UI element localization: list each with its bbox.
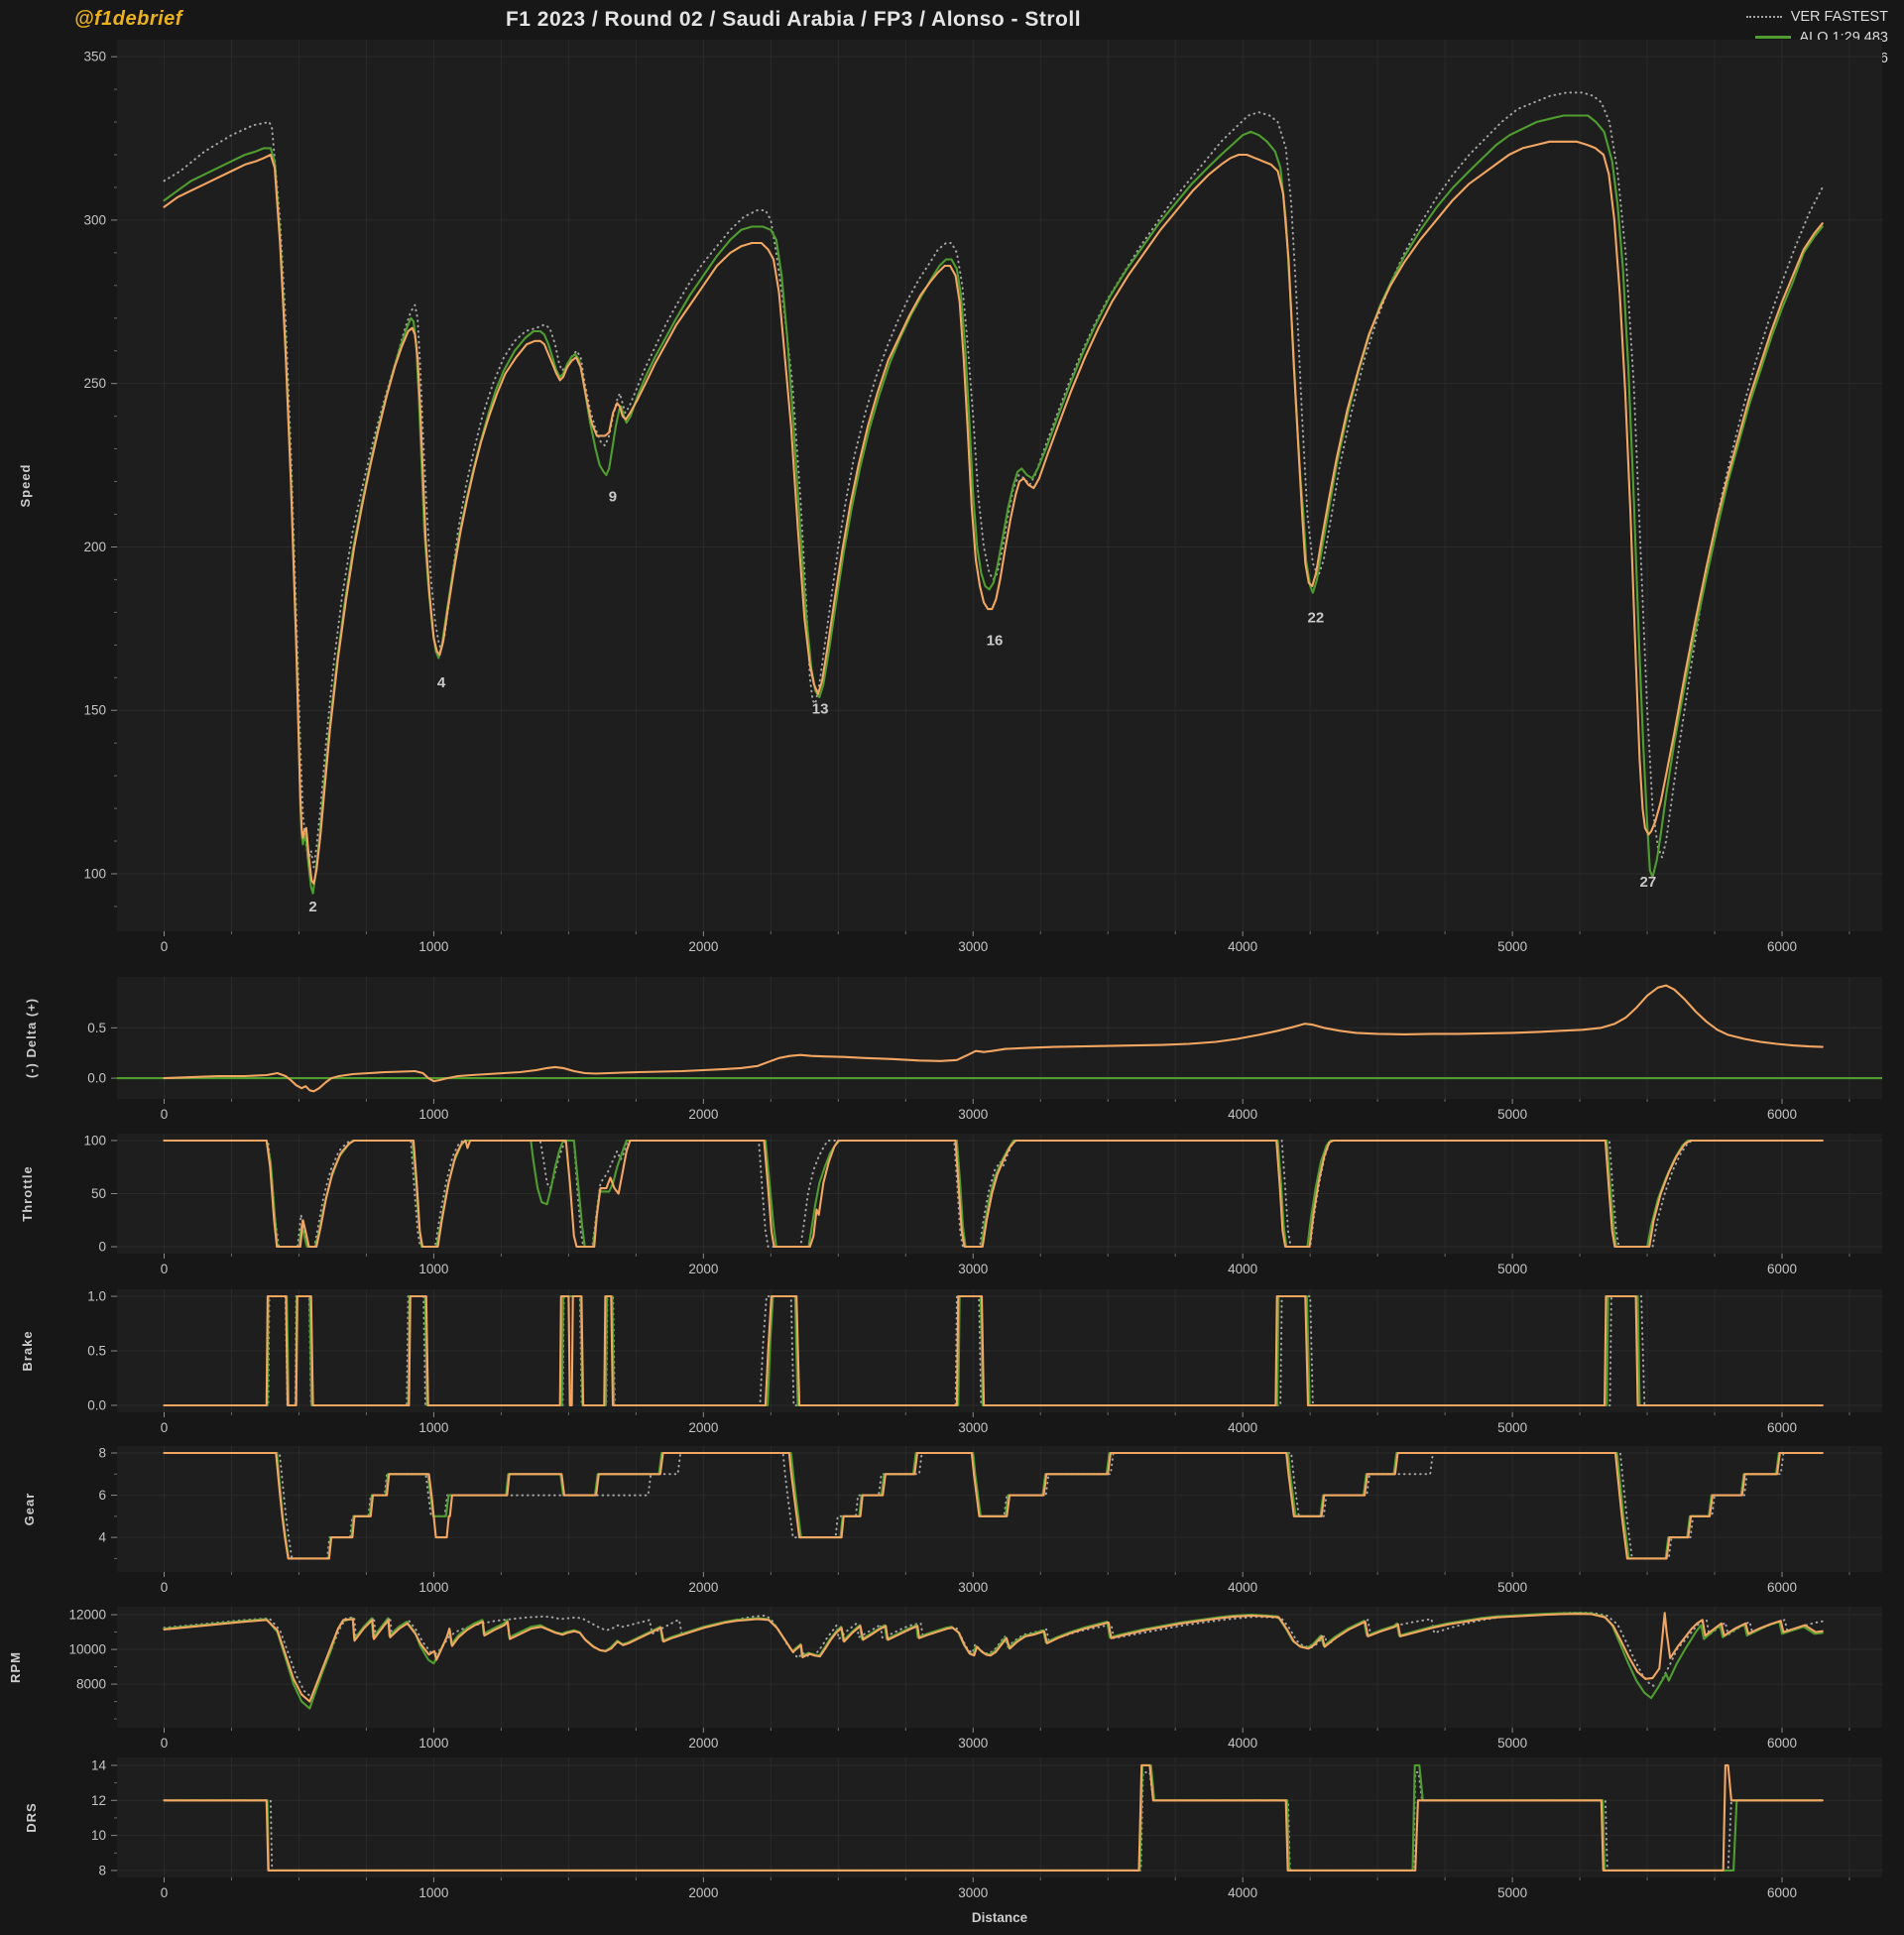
svg-text:4000: 4000: [1228, 1885, 1257, 1900]
svg-text:0.5: 0.5: [87, 1344, 106, 1359]
svg-text:6000: 6000: [1767, 1736, 1797, 1751]
svg-text:1000: 1000: [418, 1736, 448, 1751]
svg-text:8: 8: [98, 1863, 106, 1877]
svg-text:8000: 8000: [76, 1677, 106, 1692]
svg-text:3000: 3000: [958, 1580, 988, 1595]
svg-text:2000: 2000: [688, 1262, 718, 1276]
svg-text:6000: 6000: [1767, 1885, 1797, 1900]
svg-text:Speed: Speed: [18, 463, 33, 507]
svg-text:2000: 2000: [688, 1107, 718, 1122]
svg-text:1000: 1000: [418, 1107, 448, 1122]
svg-text:Distance: Distance: [972, 1910, 1028, 1925]
svg-text:16: 16: [987, 632, 1004, 649]
svg-text:Throttle: Throttle: [20, 1165, 35, 1221]
svg-text:14: 14: [91, 1757, 107, 1772]
svg-text:4000: 4000: [1228, 1262, 1257, 1276]
svg-text:22: 22: [1308, 609, 1325, 626]
svg-text:0: 0: [161, 1885, 169, 1900]
svg-text:DRS: DRS: [24, 1802, 39, 1832]
svg-text:5000: 5000: [1497, 1885, 1527, 1900]
svg-text:27: 27: [1640, 874, 1657, 891]
svg-text:2000: 2000: [688, 1420, 718, 1435]
svg-text:2000: 2000: [688, 1580, 718, 1595]
svg-text:4: 4: [437, 674, 446, 691]
svg-text:1000: 1000: [418, 1580, 448, 1595]
page-title: F1 2023 / Round 02 / Saudi Arabia / FP3 …: [505, 8, 1082, 31]
svg-text:2: 2: [308, 899, 316, 915]
svg-text:200: 200: [83, 540, 106, 554]
svg-text:1000: 1000: [418, 1420, 448, 1435]
svg-text:5000: 5000: [1497, 1262, 1527, 1276]
svg-text:6000: 6000: [1767, 1262, 1797, 1276]
svg-text:4000: 4000: [1228, 939, 1257, 954]
legend-item-ver: VER FASTEST: [1745, 8, 1888, 25]
svg-text:3000: 3000: [958, 1107, 988, 1122]
svg-text:10000: 10000: [68, 1642, 106, 1657]
svg-text:5000: 5000: [1497, 1580, 1527, 1595]
svg-text:350: 350: [83, 50, 106, 64]
svg-text:9: 9: [609, 488, 617, 505]
svg-text:10: 10: [91, 1828, 106, 1843]
svg-text:3000: 3000: [958, 1885, 988, 1900]
svg-text:2000: 2000: [688, 939, 718, 954]
svg-text:5000: 5000: [1497, 939, 1527, 954]
svg-text:3000: 3000: [958, 1736, 988, 1751]
svg-text:13: 13: [812, 701, 829, 718]
svg-text:1.0: 1.0: [87, 1289, 106, 1304]
svg-text:1000: 1000: [418, 1885, 448, 1900]
svg-text:250: 250: [83, 376, 106, 391]
svg-text:6: 6: [98, 1488, 106, 1503]
svg-text:4000: 4000: [1228, 1420, 1257, 1435]
svg-text:5000: 5000: [1497, 1420, 1527, 1435]
svg-text:0: 0: [161, 1262, 169, 1276]
svg-text:0: 0: [98, 1240, 106, 1255]
svg-text:3000: 3000: [958, 1262, 988, 1276]
ver-line-swatch: [1745, 15, 1782, 18]
svg-text:6000: 6000: [1767, 1107, 1797, 1122]
svg-text:0: 0: [161, 1580, 169, 1595]
svg-text:12000: 12000: [68, 1608, 106, 1623]
svg-text:150: 150: [83, 703, 106, 718]
svg-text:3000: 3000: [958, 939, 988, 954]
svg-text:0.0: 0.0: [87, 1071, 106, 1086]
svg-text:300: 300: [83, 212, 106, 227]
svg-text:4000: 4000: [1228, 1107, 1257, 1122]
svg-text:0: 0: [161, 1107, 169, 1122]
svg-text:2000: 2000: [688, 1736, 718, 1751]
svg-text:RPM: RPM: [8, 1651, 23, 1683]
svg-text:6000: 6000: [1767, 1580, 1797, 1595]
svg-text:0.0: 0.0: [87, 1397, 106, 1412]
svg-text:100: 100: [83, 867, 106, 882]
svg-text:6000: 6000: [1767, 1420, 1797, 1435]
svg-text:0: 0: [161, 1736, 169, 1751]
svg-text:4000: 4000: [1228, 1736, 1257, 1751]
legend-label-ver: VER FASTEST: [1790, 8, 1888, 25]
svg-text:100: 100: [83, 1133, 106, 1148]
svg-text:2000: 2000: [688, 1885, 718, 1900]
svg-text:12: 12: [91, 1793, 106, 1808]
svg-text:8: 8: [98, 1446, 106, 1461]
svg-text:0: 0: [161, 1420, 169, 1435]
svg-text:0.5: 0.5: [87, 1021, 106, 1035]
svg-text:50: 50: [91, 1186, 106, 1201]
svg-text:5000: 5000: [1497, 1736, 1527, 1751]
svg-text:0: 0: [161, 939, 169, 954]
svg-text:4: 4: [98, 1530, 106, 1545]
svg-text:Brake: Brake: [20, 1330, 35, 1371]
svg-text:(-) Delta (+): (-) Delta (+): [24, 998, 39, 1078]
svg-text:1000: 1000: [418, 1262, 448, 1276]
svg-text:Gear: Gear: [22, 1493, 37, 1526]
svg-text:3000: 3000: [958, 1420, 988, 1435]
svg-text:4000: 4000: [1228, 1580, 1257, 1595]
svg-text:5000: 5000: [1497, 1107, 1527, 1122]
alo-line-swatch: [1754, 36, 1791, 39]
svg-text:6000: 6000: [1767, 939, 1797, 954]
svg-text:1000: 1000: [418, 939, 448, 954]
watermark: @f1debrief: [74, 8, 182, 30]
